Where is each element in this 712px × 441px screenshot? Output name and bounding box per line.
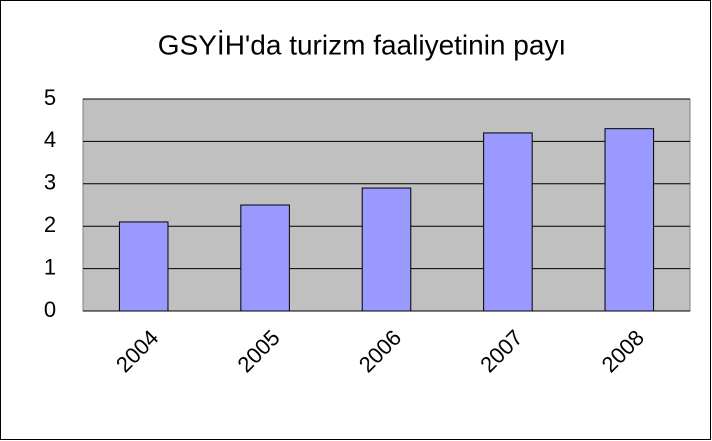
y-tick-label: 3 xyxy=(44,170,56,195)
bar xyxy=(240,204,290,312)
bar xyxy=(483,132,533,312)
chart-title: GSYİH'da turizm faaliyetinin payı xyxy=(158,29,566,60)
bar xyxy=(604,128,655,312)
y-tick-label: 2 xyxy=(44,212,56,237)
bar xyxy=(118,221,169,312)
y-tick-label: 4 xyxy=(44,127,56,152)
y-tick-label: 5 xyxy=(44,85,56,110)
y-tick-label: 0 xyxy=(44,297,56,322)
bar xyxy=(361,187,412,312)
y-tick-label: 1 xyxy=(44,254,56,279)
